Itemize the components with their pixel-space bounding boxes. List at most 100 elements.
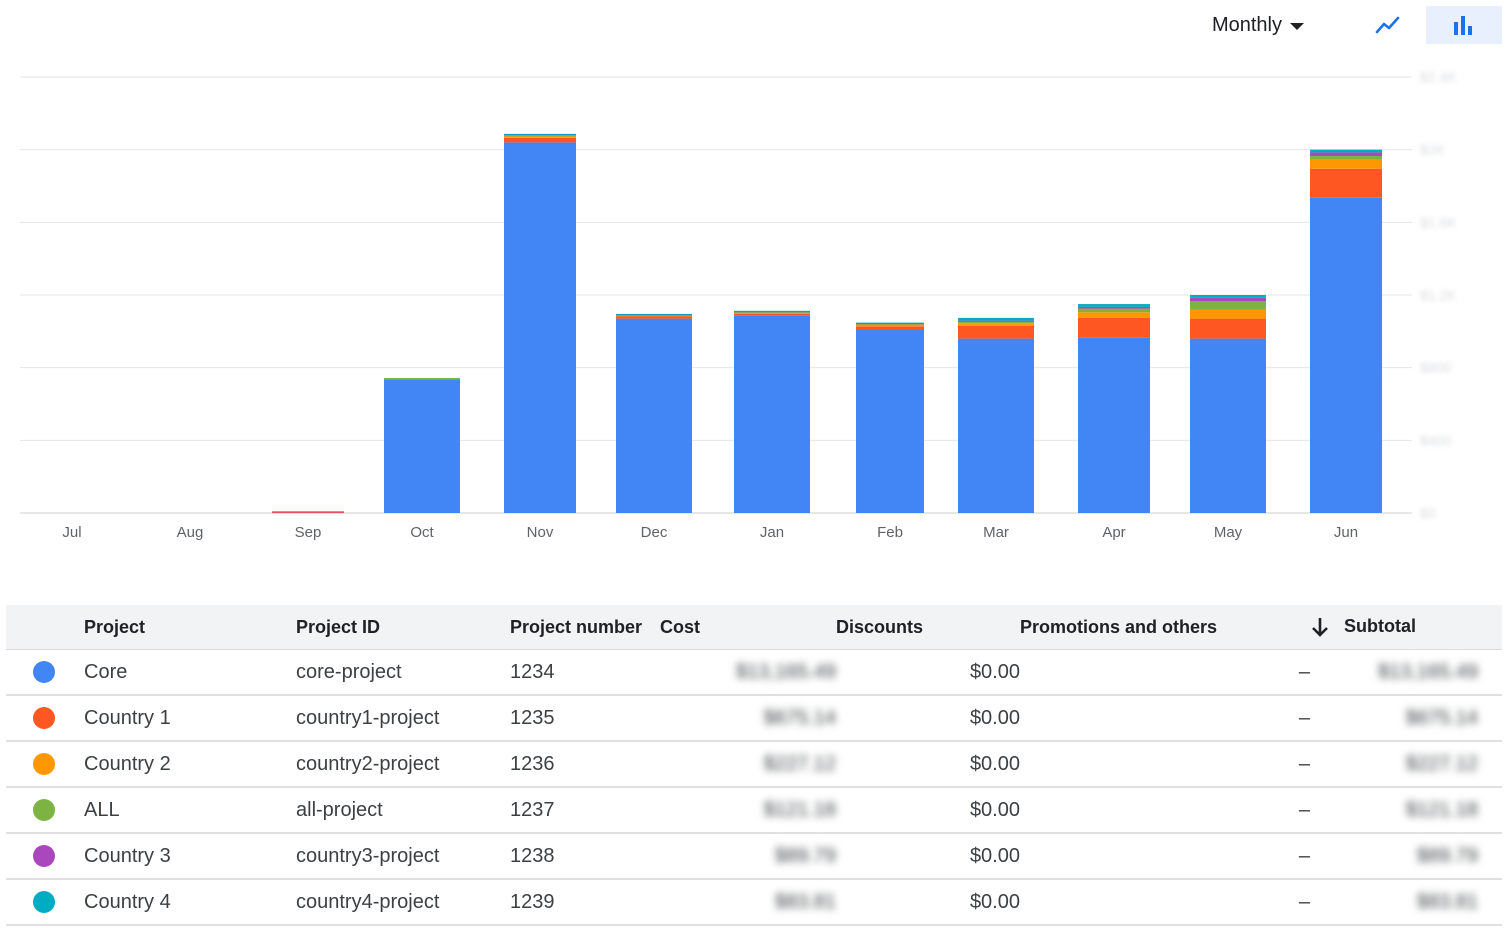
table-row[interactable]: Country 1 country1-project 1235 $675.14 $0.0… [6,695,1502,742]
subtotal-cell: $121.18 [1310,787,1502,834]
bar-segment[interactable] [1310,168,1382,198]
bar-segment[interactable] [958,325,1034,339]
table-row[interactable]: ALL all-project 1237 $121.18 $0.00– $121.18 [6,787,1502,834]
x-tick-label: May [1214,524,1243,541]
bar-segment[interactable] [1310,152,1382,157]
bar-segment[interactable] [616,314,692,316]
x-tick-label: Nov [527,524,554,541]
bar-segment[interactable] [504,136,576,138]
bar-segment[interactable] [1078,312,1150,318]
bar-segment[interactable] [958,338,1034,513]
bar-segment[interactable] [504,142,576,513]
discounts-cell: $0.00 [836,695,1020,742]
series-color-dot [33,799,55,822]
table-row[interactable]: Core core-project 1234 $13,165.49 $0.00– $13,… [6,649,1502,696]
bar-segment[interactable] [1078,306,1150,309]
bar-segment[interactable] [734,312,810,314]
period-dropdown[interactable]: Monthly [1212,14,1304,37]
bar-segment[interactable] [1078,337,1150,513]
project-column-header[interactable]: Project [84,605,296,650]
project-number-cell: 1237 [510,787,660,834]
bar-segment[interactable] [384,379,460,513]
bar-segment[interactable] [384,378,460,380]
project-id-cell: country1-project [296,695,510,742]
y-tick-label: $1.2K [1420,287,1457,303]
discounts-cell: $0.00 [836,879,1020,926]
bar-segment[interactable] [1310,197,1382,513]
subtotal-column-header[interactable]: Subtotal [1310,605,1502,650]
bar-segment[interactable] [856,322,924,324]
bar-segment[interactable] [958,323,1034,326]
bar-chart-button[interactable] [1426,6,1502,44]
x-tick-label: Oct [410,524,434,541]
discounts-column-header[interactable]: Discounts [836,605,1020,650]
table-row[interactable]: Country 4 country4-project 1239 $83.81 $0.00… [6,879,1502,926]
y-tick-label: $2.4K [1420,69,1457,85]
cost-cell: $89.79 [660,833,836,880]
bar-segment[interactable] [504,133,576,135]
x-axis: Jul Aug Sep Oct Nov Dec Jan Feb Mar Apr May Jun [62,524,1358,541]
bar-segment[interactable] [1078,304,1150,307]
cost-column-header[interactable]: Cost [660,605,836,650]
bar-segment[interactable] [1310,159,1382,169]
bar-segment[interactable] [1190,318,1266,339]
bar-segment[interactable] [616,315,692,317]
bar-segment[interactable] [734,313,810,316]
y-tick-label: $800 [1420,360,1451,376]
bar-segment[interactable] [616,318,692,513]
series-color-dot [33,661,55,684]
bar-segment[interactable] [616,313,692,315]
table-row[interactable]: Country 2 country2-project 1236 $227.12 $0.0… [6,741,1502,788]
y-tick-label: $2K [1420,142,1446,158]
discounts-cell: $0.00 [836,741,1020,788]
bar-segment[interactable] [1190,309,1266,319]
bar-segment[interactable] [1190,295,1266,298]
promotions-cell: – [1020,787,1310,834]
project-name-cell: Core [84,649,296,696]
bar-segment[interactable] [856,323,924,325]
bar-segment[interactable] [958,320,1034,322]
bar-segment[interactable] [504,137,576,143]
bar-segment[interactable] [734,315,810,513]
discounts-cell: $0.00 [836,649,1020,696]
promotions-column-header[interactable]: Promotions and others [1020,605,1310,650]
project-id-cell: all-project [296,787,510,834]
project-number-cell: 1236 [510,741,660,788]
bar-segment[interactable] [1190,297,1266,302]
bar-segment[interactable] [856,324,924,327]
x-tick-label: Sep [295,524,322,541]
bar-segment[interactable] [734,310,810,312]
bar-segment[interactable] [856,323,924,325]
bar-segment[interactable] [856,329,924,513]
bar-segment[interactable] [1190,338,1266,513]
project-id-column-header[interactable]: Project ID [296,605,510,650]
bar-segment[interactable] [734,312,810,314]
bar-segment[interactable] [616,316,692,319]
bar-segment[interactable] [1078,308,1150,313]
table-row[interactable]: Country 3 country3-project 1238 $89.79 $0.00… [6,833,1502,880]
cost-cell: $675.14 [660,695,836,742]
project-number-column-header[interactable]: Project number [510,605,660,650]
bar-segment[interactable] [1190,301,1266,310]
bar-segment[interactable] [272,511,344,513]
promotions-cell: – [1020,649,1310,696]
bar-segment[interactable] [1078,317,1150,338]
bar-segment[interactable] [958,321,1034,324]
bar-segment[interactable] [384,378,460,380]
cost-cell: $83.81 [660,879,836,926]
bar-segment[interactable] [272,512,344,514]
subtotal-header-label: Subtotal [1344,615,1416,636]
subtotal-cell: $13,165.49 [1310,649,1502,696]
bar-segment[interactable] [958,317,1034,321]
line-chart-button[interactable] [1350,6,1426,44]
project-number-cell: 1238 [510,833,660,880]
x-tick-label: Apr [1102,524,1125,541]
project-id-cell: country3-project [296,833,510,880]
bar-segment[interactable] [856,326,924,330]
x-tick-label: Aug [177,524,204,541]
x-tick-label: Feb [877,524,903,541]
bar-segment[interactable] [1310,149,1382,153]
bar-segment[interactable] [504,135,576,137]
bar-segment[interactable] [1310,156,1382,160]
y-tick-label: $0 [1420,505,1436,521]
